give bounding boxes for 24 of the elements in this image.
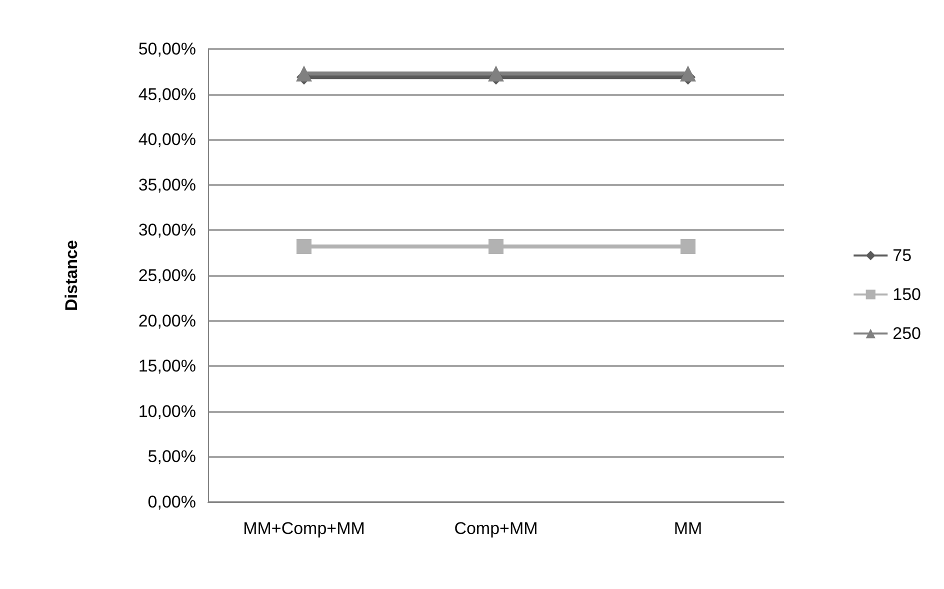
y-tick-label: 35,00% [138, 175, 196, 194]
y-tick-label: 50,00% [138, 40, 196, 58]
y-tick-label: 15,00% [138, 356, 196, 376]
point [488, 239, 504, 254]
x-tick-label: MM [674, 519, 702, 538]
y-tick-label: 40,00% [138, 130, 196, 150]
legend-label: 75 [892, 246, 912, 265]
y-tick-label: 45,00% [138, 84, 196, 104]
legend-label: 150 [892, 285, 922, 304]
point [296, 65, 312, 82]
point [680, 65, 696, 82]
point [680, 239, 696, 254]
y-tick-label: 25,00% [138, 266, 196, 285]
x-tick-label: MM+Comp+MM [243, 519, 365, 538]
legend-label: 250 [892, 324, 922, 343]
y-tick-label: 30,00% [138, 220, 196, 240]
y-tick-label: 5,00% [148, 447, 196, 466]
point [296, 239, 312, 254]
y-tick-label: 10,00% [138, 402, 196, 421]
y-tick-label: 20,00% [138, 311, 196, 330]
x-tick-label: Comp+MM [454, 519, 538, 538]
point [488, 65, 504, 82]
y-tick-label: 0,00% [148, 492, 196, 512]
y-axis-title: Distance [62, 240, 81, 311]
